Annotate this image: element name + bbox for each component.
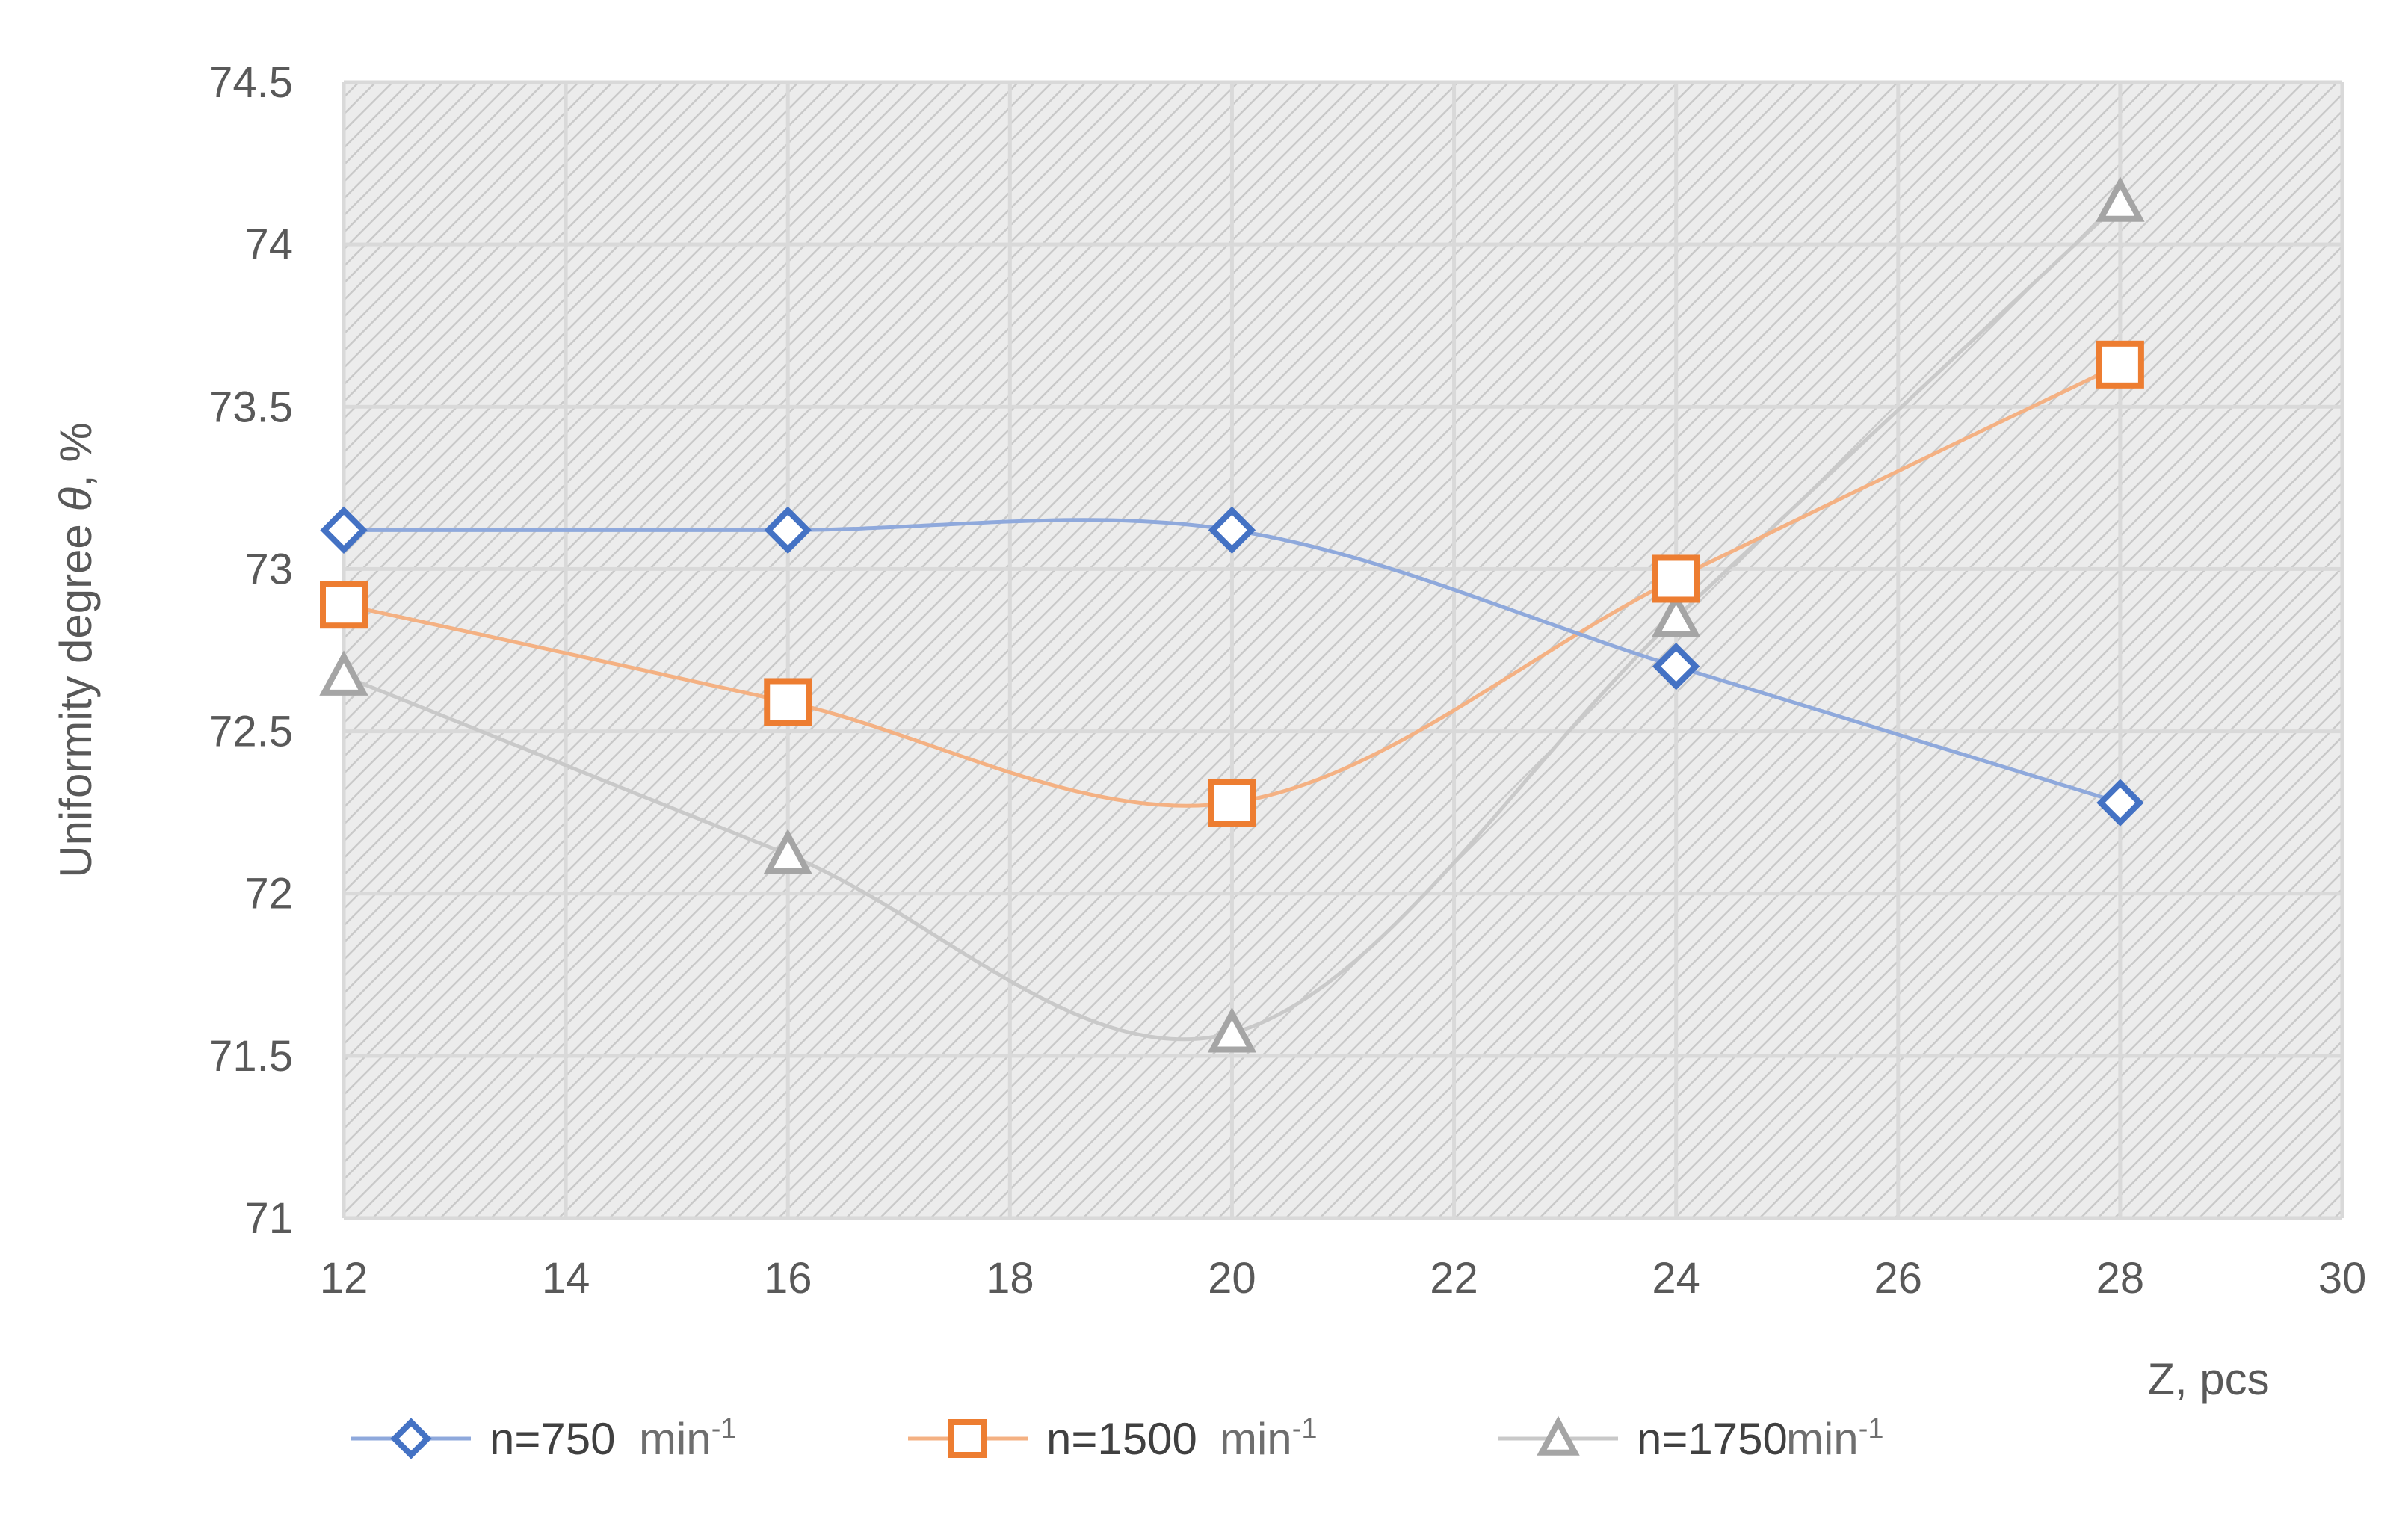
legend-marker xyxy=(948,1419,987,1458)
legend-unit-base: min xyxy=(1786,1414,1859,1464)
x-tick-label: 16 xyxy=(764,1254,812,1303)
x-tick-label: 26 xyxy=(1874,1254,1923,1303)
series-line-n=1750 xyxy=(343,200,2122,1042)
data-point-n=750 xyxy=(1652,643,1700,690)
y-tick-label: 74.5 xyxy=(209,58,293,107)
legend-marker xyxy=(1537,1415,1580,1456)
data-point-n=1750 xyxy=(763,829,812,874)
data-point-n=750 xyxy=(2096,779,2144,827)
data-point-n=750 xyxy=(764,506,812,554)
y-axis-title-suffix: , % xyxy=(51,422,101,487)
data-point-n=1750 xyxy=(2096,176,2145,222)
data-point-n=1500 xyxy=(1652,554,1700,603)
x-tick-labels: 12 14 16 18 20 22 24 26 28 30 xyxy=(320,1254,2367,1303)
y-tick-label: 71 xyxy=(244,1194,293,1243)
legend-unit-base: min xyxy=(1220,1414,1292,1464)
legend-unit-exponent: -1 xyxy=(1292,1413,1318,1445)
y-tick-label: 72.5 xyxy=(209,708,293,756)
y-tick-label: 72 xyxy=(244,870,293,918)
data-point-n=1750 xyxy=(319,650,368,696)
legend-label: n=750 xyxy=(490,1414,616,1464)
plot-area xyxy=(344,82,2342,1218)
y-axis-title-symbol: θ xyxy=(51,487,101,512)
y-tick-label: 73.5 xyxy=(209,383,293,431)
y-tick-labels: 71 71.5 72 72.5 73 73.5 74 74.5 xyxy=(209,58,293,1243)
x-tick-label: 24 xyxy=(1652,1254,1700,1303)
x-tick-label: 28 xyxy=(2096,1254,2145,1303)
x-tick-label: 18 xyxy=(986,1254,1034,1303)
x-tick-label: 30 xyxy=(2318,1254,2367,1303)
y-tick-label: 71.5 xyxy=(209,1032,293,1081)
data-point-n=1500 xyxy=(2096,340,2144,389)
legend-unit: min-1 xyxy=(639,1413,736,1464)
legend-unit: min-1 xyxy=(1220,1413,1317,1464)
data-point-n=1750 xyxy=(1651,592,1701,637)
legend-unit-exponent: -1 xyxy=(1859,1413,1884,1445)
data-point-n=1500 xyxy=(764,678,812,726)
y-axis-title: Uniformity degree θ, % xyxy=(51,422,101,877)
y-axis-title-prefix: Uniformity degree xyxy=(51,512,101,878)
data-point-n=1500 xyxy=(1208,779,1256,827)
x-tick-label: 20 xyxy=(1208,1254,1256,1303)
series-markers xyxy=(319,176,2145,1053)
x-tick-label: 12 xyxy=(320,1254,368,1303)
gridlines xyxy=(342,80,2344,1220)
y-tick-label: 73 xyxy=(244,545,293,593)
data-point-n=750 xyxy=(1208,506,1256,554)
x-tick-label: 14 xyxy=(542,1254,590,1303)
data-point-n=750 xyxy=(320,506,368,554)
legend-unit-exponent: -1 xyxy=(711,1413,737,1445)
data-point-n=1750 xyxy=(1207,1007,1257,1053)
legend-unit: min-1 xyxy=(1786,1413,1883,1464)
y-tick-label: 74 xyxy=(244,220,293,269)
x-tick-label: 22 xyxy=(1430,1254,1478,1303)
data-point-n=1500 xyxy=(320,581,368,629)
x-axis-title: Z, pcs xyxy=(2147,1354,2269,1404)
legend-label: n=1750 xyxy=(1637,1414,1788,1464)
legend-unit-base: min xyxy=(639,1414,711,1464)
legend-label: n=1500 xyxy=(1046,1414,1197,1464)
legend-marker xyxy=(390,1418,432,1459)
